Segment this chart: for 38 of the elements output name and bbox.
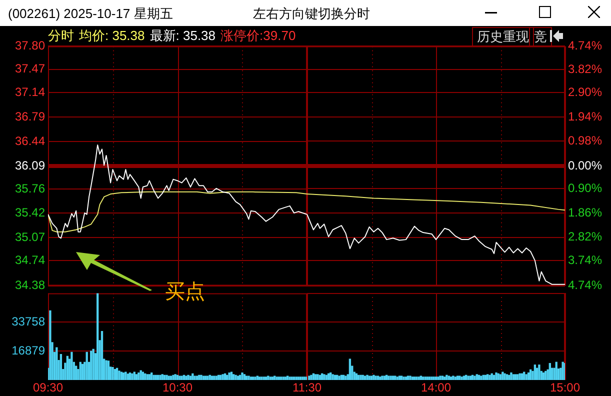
text: 分时 [48,27,74,45]
y-tick-label: 36.09 [14,158,46,172]
annotation: 买点 [165,280,205,305]
y-tick-label: 34.74 [14,252,46,267]
y2-tick-label: 1.86% [568,205,602,220]
y2-tick-label: 3.82% [568,62,602,76]
y-tick-label: 34.38 [14,278,46,292]
text: 最新: 35.38 [150,27,216,45]
y2-tick-label: 4.74% [568,38,602,53]
y-tick-label: 37.14 [14,84,46,99]
y2-tick-label: 2.82% [568,230,602,244]
y2-tick-label: 1.94% [568,109,602,124]
y-tick-label: 35.76 [14,181,46,196]
text: 历史重现 [472,27,534,47]
text: 均价: 35.38 [79,27,145,45]
y2-tick-label: 0.90% [568,181,602,196]
text: 竞 [529,27,552,47]
chart-title: (002261) 2025-10-17 星期五 [8,5,173,23]
y2-tick-label: 0.98% [568,134,602,148]
y2-tick-label: 4.74% [568,278,602,292]
chart-subtitle: 左右方向键切换分时 [253,5,370,23]
x-tick-label: 10:30 [162,380,193,395]
y-tick-label: 35.42 [14,205,46,220]
y2-tick-label: 0.00% [568,158,602,172]
text: 涨停价:39.70 [220,27,296,45]
x-tick-label: 15:00 [550,380,580,395]
x-tick-label: 11:30 [292,380,322,395]
y-tick-label: 36.79 [14,109,46,124]
y-tick-label: 33758 [12,314,46,328]
x-tick-label: 14:00 [420,380,452,395]
y-tick-label: 16879 [12,343,46,358]
y-tick-label: 37.47 [14,62,46,76]
y-tick-label: 37.80 [14,38,46,53]
y-tick-label: 36.44 [14,134,46,148]
y-tick-label: 35.07 [14,230,46,244]
y2-tick-label: 3.74% [568,252,602,267]
x-tick-label: 09:30 [32,380,64,395]
y2-tick-label: 2.90% [568,85,602,100]
